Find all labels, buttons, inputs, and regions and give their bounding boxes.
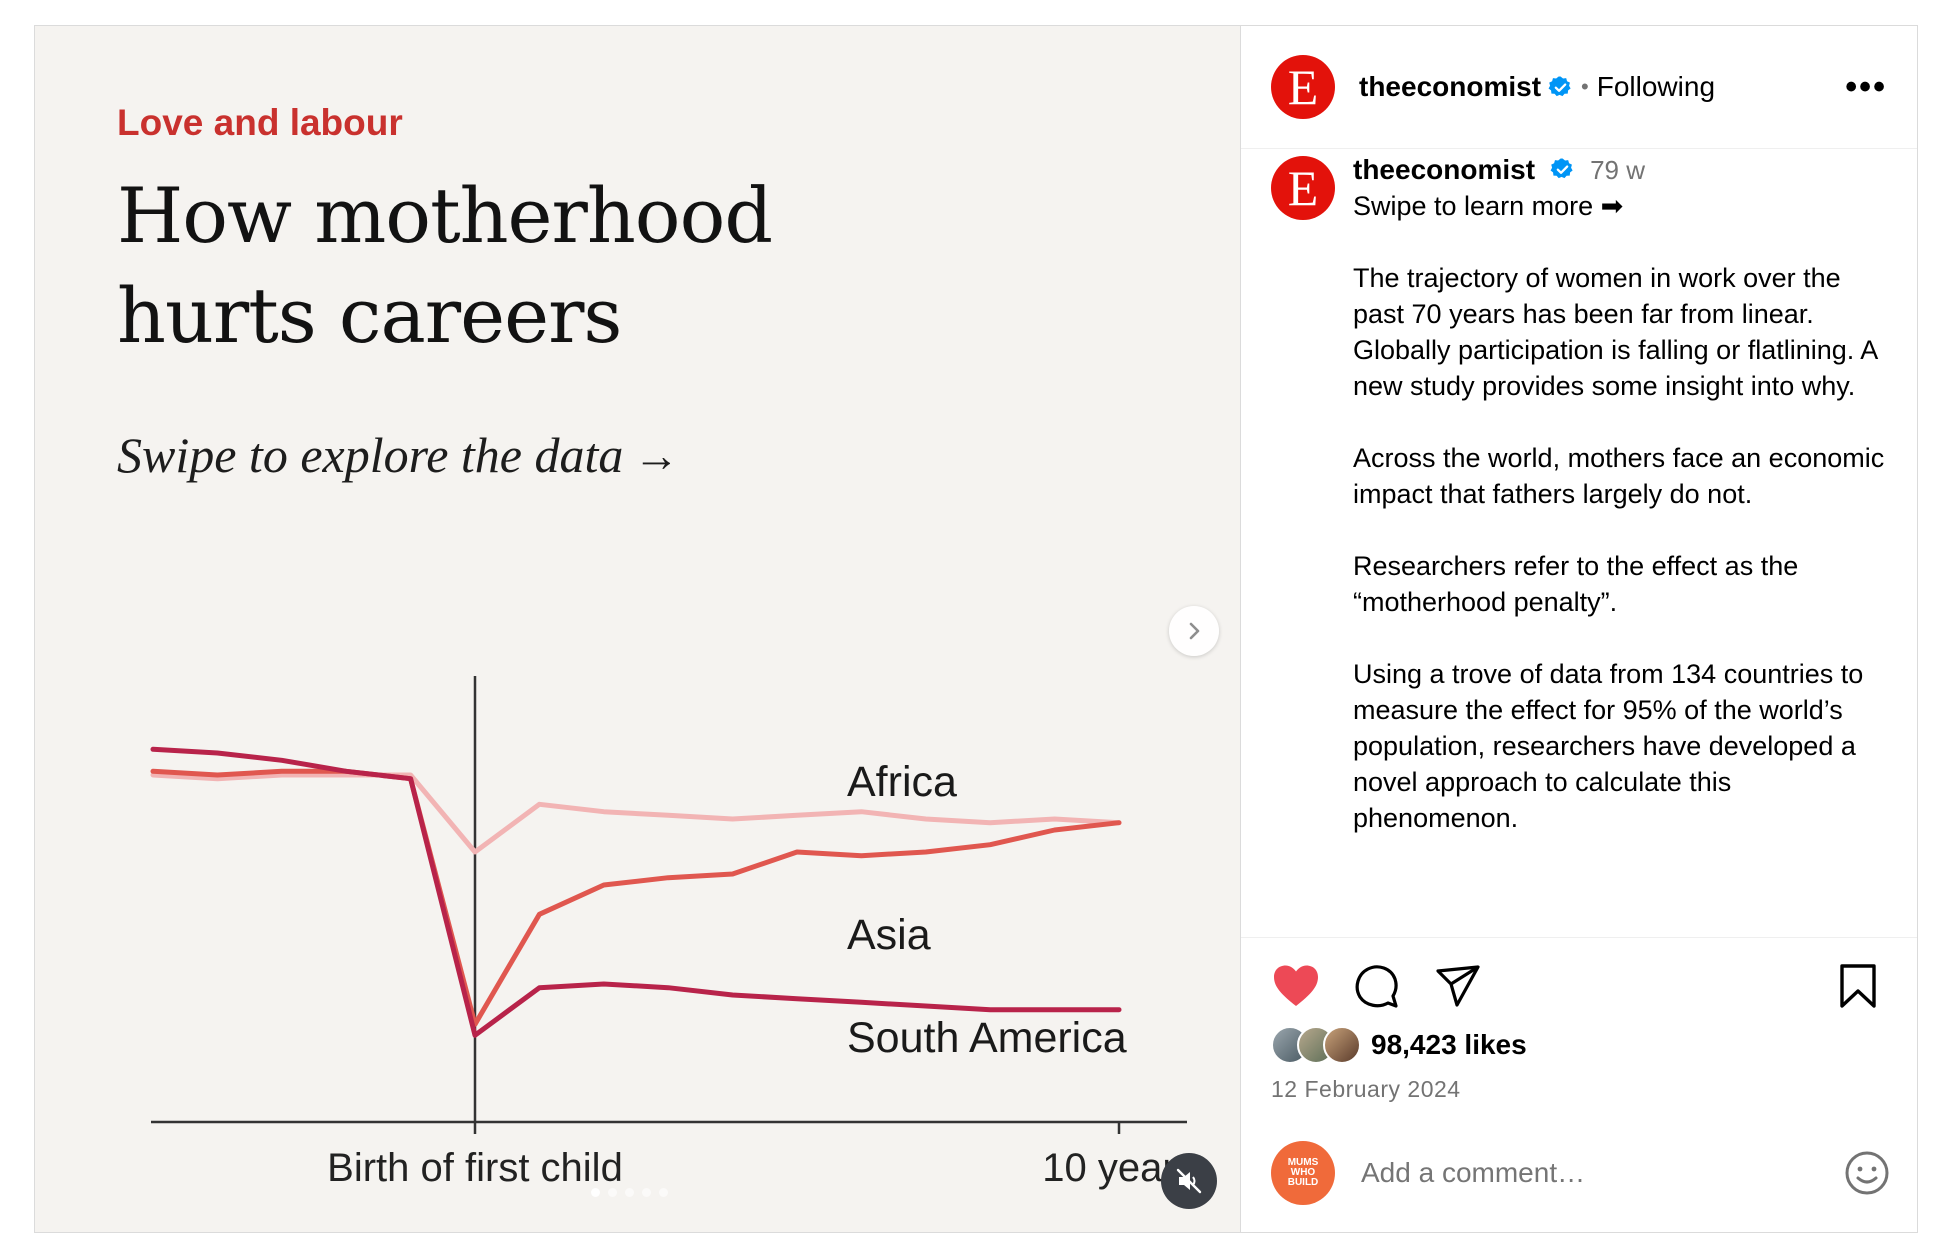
media-subline: Swipe to explore the data → bbox=[117, 426, 679, 484]
caption-heading: theeconomist 79 w bbox=[1353, 152, 1887, 188]
caption-avatar[interactable]: E bbox=[1271, 156, 1335, 220]
caption-paragraph: The trajectory of women in work over the… bbox=[1353, 263, 1877, 401]
post-side-panel: E theeconomist • Following ••• E theecon… bbox=[1241, 26, 1917, 1232]
caption-paragraph: Using a trove of data from 134 countries… bbox=[1353, 659, 1864, 833]
avatar-text: MUMS bbox=[1287, 1157, 1319, 1168]
likes-count[interactable]: 98,423 likes bbox=[1371, 1029, 1527, 1060]
post-media[interactable]: Love and labour How motherhood hurts car… bbox=[35, 26, 1241, 1232]
chevron-right-icon bbox=[1189, 622, 1200, 640]
liker-avatars[interactable] bbox=[1271, 1026, 1361, 1064]
next-slide-button[interactable] bbox=[1169, 606, 1219, 656]
caption-time[interactable]: 79 w bbox=[1590, 155, 1645, 185]
caption: E theeconomist 79 w Swipe to learn more … bbox=[1271, 152, 1887, 836]
speaker-muted-icon bbox=[1176, 1168, 1202, 1194]
header-username[interactable]: theeconomist bbox=[1359, 71, 1542, 102]
series-line-asia bbox=[150, 768, 1122, 1027]
heart-icon bbox=[1274, 965, 1318, 1006]
save-button[interactable] bbox=[1833, 961, 1883, 1011]
series-line-africa bbox=[150, 772, 1122, 855]
series-label-south-america: South America bbox=[847, 1014, 1127, 1062]
caption-body: theeconomist 79 w Swipe to learn more ➡ … bbox=[1353, 152, 1887, 836]
subline-arrow: → bbox=[633, 429, 680, 481]
avatar-text: BUILD bbox=[1287, 1177, 1319, 1188]
user-avatar[interactable]: MUMS WHO BUILD bbox=[1271, 1141, 1335, 1205]
more-options-icon[interactable]: ••• bbox=[1845, 68, 1887, 106]
carousel-dot bbox=[659, 1188, 668, 1197]
post-date[interactable]: 12 February 2024 bbox=[1271, 1076, 1461, 1102]
media-headline: How motherhood hurts careers bbox=[117, 166, 1017, 366]
action-bar bbox=[1271, 961, 1881, 1013]
caption-paragraph: Researchers refer to the effect as the “… bbox=[1353, 551, 1799, 617]
carousel-dot bbox=[591, 1188, 600, 1197]
headline-line-2: hurts careers bbox=[117, 271, 622, 360]
post-header: E theeconomist • Following ••• bbox=[1241, 26, 1917, 149]
x-tick-label-birth: Birth of first child bbox=[327, 1146, 623, 1190]
bookmark-icon bbox=[1840, 964, 1876, 1008]
series-line-south-america bbox=[150, 746, 1122, 1038]
series-label-asia: Asia bbox=[847, 911, 931, 959]
caption-username[interactable]: theeconomist bbox=[1353, 154, 1536, 185]
emoji-icon[interactable] bbox=[1843, 1149, 1891, 1197]
mute-button[interactable] bbox=[1161, 1153, 1217, 1209]
following-button[interactable]: Following bbox=[1596, 71, 1716, 102]
series-label-africa: Africa bbox=[847, 758, 957, 806]
carousel-dots bbox=[591, 1188, 668, 1197]
comment-button[interactable] bbox=[1351, 961, 1401, 1011]
motherhood-chart: Africa Asia South America Birth of first ch… bbox=[150, 676, 1196, 1190]
caption-scroll-area[interactable]: E theeconomist 79 w Swipe to learn more … bbox=[1241, 150, 1917, 937]
actions-divider bbox=[1241, 937, 1917, 938]
comment-composer: MUMS WHO BUILD bbox=[1271, 1138, 1891, 1208]
like-button[interactable] bbox=[1271, 961, 1321, 1011]
caption-first-line: Swipe to learn more ➡ bbox=[1353, 191, 1624, 221]
comment-input[interactable] bbox=[1361, 1157, 1801, 1189]
carousel-dot bbox=[608, 1188, 617, 1197]
subline-text: Swipe to explore the data bbox=[117, 427, 624, 483]
likes-row: 98,423 likes bbox=[1271, 1026, 1527, 1064]
comment-icon bbox=[1355, 965, 1398, 1008]
caption-paragraph: Across the world, mothers face an econom… bbox=[1353, 443, 1885, 509]
avatar bbox=[1323, 1026, 1361, 1064]
economist-avatar[interactable]: E bbox=[1271, 55, 1335, 119]
header-separator: • bbox=[1581, 74, 1589, 99]
avatar-text: WHO bbox=[1290, 1167, 1316, 1178]
carousel-dot bbox=[642, 1188, 651, 1197]
instagram-post: Love and labour How motherhood hurts car… bbox=[34, 25, 1918, 1233]
share-button[interactable] bbox=[1433, 961, 1483, 1011]
verified-badge-icon bbox=[1550, 158, 1573, 179]
verified-badge-icon bbox=[1548, 75, 1571, 96]
headline-line-1: How motherhood bbox=[117, 171, 773, 260]
carousel-dot bbox=[625, 1188, 634, 1197]
media-kicker: Love and labour bbox=[117, 102, 403, 143]
send-icon bbox=[1436, 965, 1480, 1007]
